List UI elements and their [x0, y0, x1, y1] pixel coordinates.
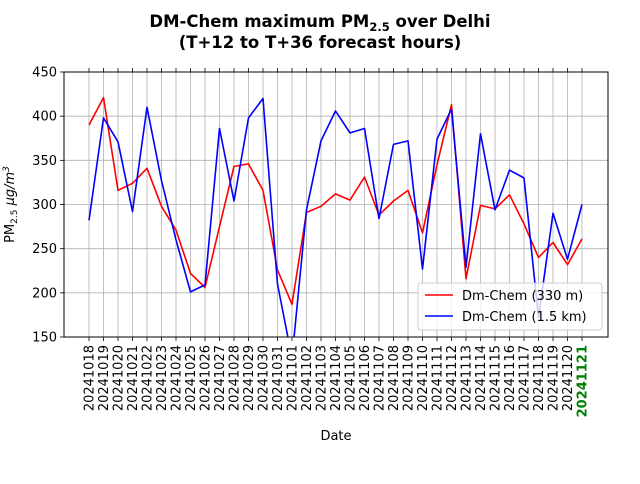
x-tick-label: 20241111 — [431, 345, 446, 411]
x-tick-label: 20241024 — [170, 345, 185, 411]
x-tick-label: 20241021 — [126, 345, 141, 411]
x-tick-label: 20241117 — [518, 345, 533, 411]
x-tick-label: 20241026 — [199, 345, 214, 411]
x-tick-label: 20241028 — [228, 345, 243, 411]
x-tick-label: 20241030 — [257, 345, 272, 411]
x-tick-label: 20241019 — [97, 345, 112, 411]
series-line-1 — [88, 97, 583, 337]
x-tick-label: 20241020 — [112, 345, 127, 411]
chart-title-line2: (T+12 to T+36 forecast hours) — [179, 33, 462, 52]
x-tick-label: 20241107 — [373, 345, 388, 411]
x-tick-label: 20241031 — [271, 345, 286, 411]
x-tick-label: 20241105 — [344, 345, 359, 411]
x-tick-label: 20241103 — [315, 345, 330, 411]
x-tick-label: 20241029 — [242, 345, 257, 411]
y-tick-label: 150 — [32, 331, 57, 346]
x-tick-label: 20241022 — [141, 345, 156, 411]
x-tick-label: 20241120 — [561, 345, 576, 411]
x-axis-ticks: 20241018 20241019 20241020 20241021 20241022… — [83, 68, 591, 417]
x-tick-label: 20241102 — [300, 345, 315, 411]
y-tick-label: 400 — [32, 110, 57, 125]
x-tick-label: 20241106 — [358, 345, 373, 411]
y-axis-ticks: 150 200 250 300 350 400 450 — [32, 66, 64, 346]
x-tick-label: 20241121 — [576, 345, 591, 417]
x-tick-label: 20241109 — [402, 345, 417, 411]
x-tick-label: 20241025 — [184, 345, 199, 411]
x-tick-label: 20241108 — [387, 345, 402, 411]
x-tick-label: 20241027 — [213, 345, 228, 411]
legend: Dm-Chem (330 m) Dm-Chem (1.5 km) — [417, 282, 603, 331]
legend-box — [417, 282, 603, 331]
legend-label-330m: Dm-Chem (330 m) — [462, 289, 583, 304]
y-tick-label: 250 — [32, 242, 57, 257]
series-lines — [88, 96, 583, 337]
y-tick-label: 200 — [32, 286, 57, 301]
x-tick-label: 20241018 — [83, 345, 98, 411]
y-axis-label: PM2.5 μg/m3 — [2, 166, 20, 243]
chart-title-line1: DM-Chem maximum PM2.5 over Delhi — [149, 12, 490, 34]
x-tick-label: 20241114 — [474, 345, 489, 411]
y-tick-label: 450 — [32, 66, 57, 81]
x-tick-label: 20241113 — [460, 345, 475, 411]
x-tick-label: 20241112 — [445, 345, 460, 411]
y-tick-label: 300 — [32, 198, 57, 213]
x-tick-label: 20241110 — [416, 345, 431, 411]
x-tick-label: 20241116 — [503, 345, 518, 411]
x-tick-label: 20241115 — [489, 345, 504, 411]
x-tick-label: 20241118 — [532, 345, 547, 411]
x-tick-label: 20241119 — [547, 345, 562, 411]
y-tick-label: 350 — [32, 154, 57, 169]
x-axis-label: Date — [320, 429, 351, 444]
legend-label-1-5km: Dm-Chem (1.5 km) — [462, 310, 587, 325]
x-tick-label: 20241101 — [286, 345, 301, 411]
x-tick-label: 20241104 — [329, 345, 344, 411]
x-tick-label: 20241023 — [155, 345, 170, 411]
